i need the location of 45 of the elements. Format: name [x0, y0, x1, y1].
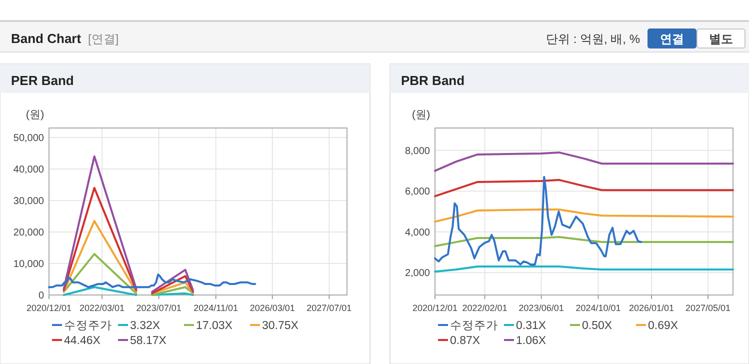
- legend-label: 3.32X: [130, 320, 160, 332]
- legend-label: 1.06X: [516, 335, 546, 347]
- legend-label: 58.17X: [130, 335, 167, 347]
- legend-label: 17.03X: [196, 320, 233, 332]
- x-tick-label: 2020/12/01: [412, 303, 458, 313]
- legend-label: 0.87X: [450, 335, 480, 347]
- chart-title: PBR Band: [401, 73, 465, 88]
- legend-label: 수정주가: [64, 320, 112, 332]
- chart-title: PER Band: [11, 73, 74, 88]
- legend-수정주가: 수정주가: [438, 320, 498, 332]
- y-tick-label: 4,000: [404, 227, 430, 238]
- y-tick-label: 0: [38, 290, 44, 302]
- y-tick-label: 20,000: [13, 227, 44, 238]
- text: 단위 : 억원, 배, %: [546, 32, 640, 46]
- y-tick-label: 6,000: [404, 186, 430, 198]
- text: [연결]: [88, 32, 119, 46]
- text: Band Chart: [11, 31, 82, 46]
- x-tick-label: 2022/02/01: [462, 303, 508, 313]
- x-tick-label: 2024/11/01: [194, 303, 238, 313]
- x-tick-label: 2024/10/01: [576, 303, 621, 313]
- y-tick-label: 50,000: [13, 132, 44, 144]
- legend-label: 0.31X: [516, 320, 546, 332]
- legend-label: 0.69X: [648, 320, 678, 332]
- x-tick-label: 2023/07/01: [136, 303, 182, 313]
- x-tick-label: 2026/03/01: [250, 303, 295, 313]
- legend-label: 44.46X: [64, 335, 101, 347]
- x-tick-label: 2023/06/01: [518, 303, 564, 313]
- y-tick-label: 8,000: [404, 146, 430, 157]
- x-tick-label: 2027/07/01: [306, 303, 352, 313]
- x-tick-label: 2022/03/01: [80, 303, 125, 313]
- x-tick-label: 2026/01/01: [628, 303, 674, 313]
- y-axis-title: (원): [412, 109, 430, 121]
- text: 별도: [709, 32, 733, 46]
- y-tick-label: 10,000: [13, 258, 44, 270]
- x-tick-label: 2020/12/01: [26, 303, 72, 313]
- text: 연결: [660, 32, 684, 46]
- y-tick-label: 30,000: [13, 196, 44, 207]
- y-tick-label: 40,000: [13, 164, 44, 176]
- legend-label: 수정주가: [450, 320, 498, 332]
- y-axis-title: (원): [26, 109, 44, 121]
- legend-수정주가: 수정주가: [52, 320, 112, 332]
- legend-label: 0.50X: [582, 320, 612, 332]
- y-tick-label: 2,000: [404, 268, 430, 280]
- legend-label: 30.75X: [262, 320, 299, 332]
- x-tick-label: 2027/05/01: [686, 303, 731, 313]
